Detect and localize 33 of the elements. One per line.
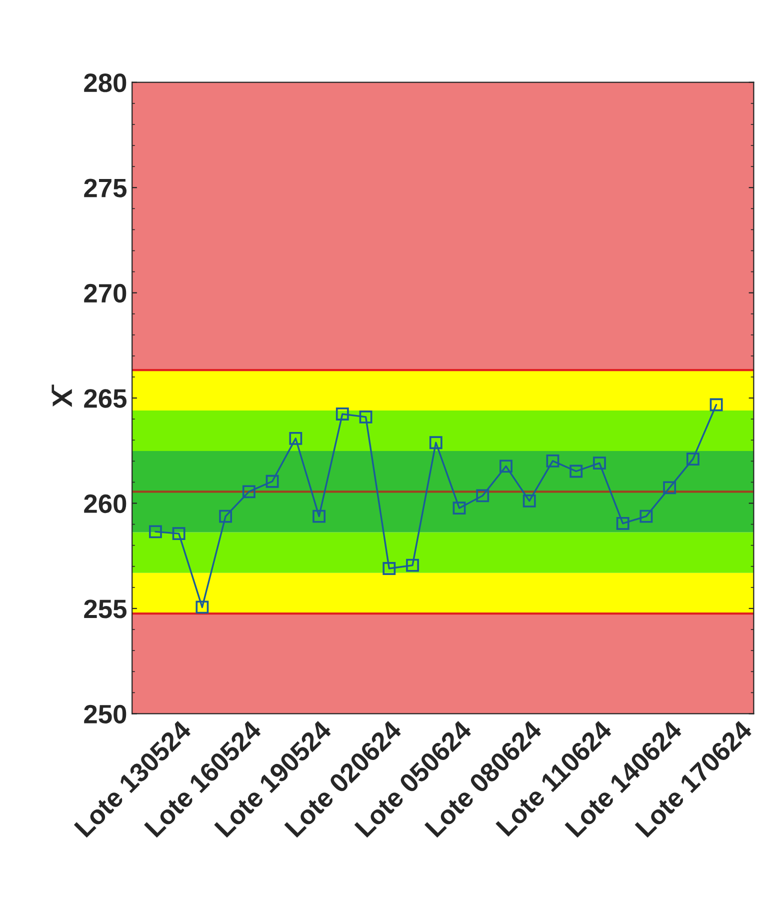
- point: [570, 464, 583, 478]
- y-tick-label: 275: [84, 178, 126, 198]
- point: [640, 510, 653, 523]
- point: [312, 510, 326, 523]
- y-tick-label: 260: [84, 494, 126, 514]
- point: [382, 562, 396, 575]
- point: [196, 600, 209, 614]
- point: [452, 502, 466, 515]
- y-tick-label: 280: [84, 73, 126, 92]
- point: [663, 481, 676, 494]
- point: [359, 410, 372, 424]
- point: [710, 398, 723, 412]
- point: [406, 558, 419, 572]
- y-tick-label: 250: [84, 704, 126, 724]
- y-tick-label: 255: [84, 600, 126, 618]
- y-axis-title: X̄: [52, 384, 72, 408]
- point: [593, 456, 606, 470]
- point: [429, 436, 442, 450]
- y-tick-label: 270: [84, 284, 126, 303]
- point: [476, 489, 490, 502]
- point: [522, 494, 536, 508]
- point: [686, 452, 700, 466]
- point: [242, 485, 256, 498]
- point: [219, 510, 232, 523]
- point: [289, 432, 302, 445]
- point: [172, 527, 186, 540]
- point: [500, 460, 512, 473]
- y-tick-label: 265: [84, 389, 126, 408]
- point: [336, 408, 349, 420]
- point: [546, 454, 560, 468]
- point: [149, 525, 162, 538]
- point: [266, 474, 279, 488]
- point: [616, 516, 630, 530]
